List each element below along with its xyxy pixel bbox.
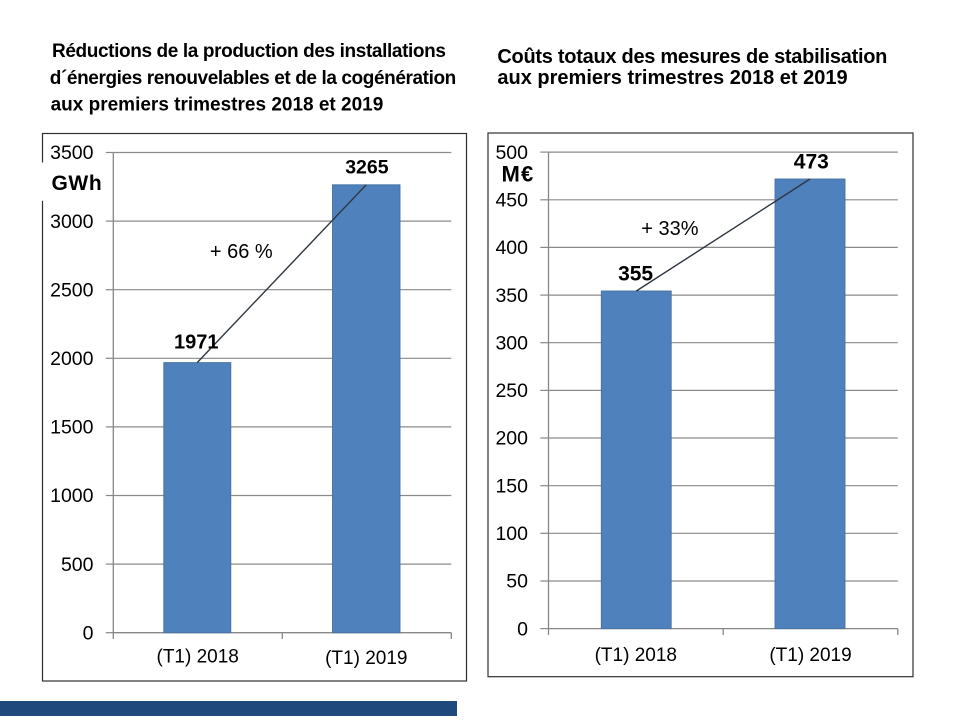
svg-text:1971: 1971 <box>174 332 219 354</box>
svg-text:(T1) 2019: (T1) 2019 <box>769 645 851 666</box>
svg-text:Réductions de la production de: Réductions de la production des installa… <box>52 41 446 62</box>
svg-text:3265: 3265 <box>345 157 389 179</box>
svg-text:0: 0 <box>83 622 94 644</box>
svg-text:+ 33%: + 33% <box>641 218 698 240</box>
svg-text:aux premiers trimestres 2018 e: aux premiers trimestres 2018 et 2019 <box>51 94 384 115</box>
svg-text:1500: 1500 <box>50 417 94 439</box>
svg-text:2000: 2000 <box>50 348 94 370</box>
svg-text:150: 150 <box>495 475 528 497</box>
svg-text:500: 500 <box>61 554 94 576</box>
svg-text:M€: M€ <box>502 162 535 187</box>
svg-text:(T1) 2019: (T1) 2019 <box>325 648 407 669</box>
svg-text:2500: 2500 <box>50 279 94 301</box>
svg-text:50: 50 <box>506 571 528 593</box>
svg-text:200: 200 <box>495 428 528 450</box>
svg-text:3000: 3000 <box>50 211 94 233</box>
svg-text:aux premiers trimestres 2018 e: aux premiers trimestres 2018 et 2019 <box>497 67 847 89</box>
svg-text:(T1) 2018: (T1) 2018 <box>157 647 239 668</box>
svg-text:3500: 3500 <box>50 142 94 164</box>
svg-text:+ 66 %: + 66 % <box>210 241 273 263</box>
svg-text:0: 0 <box>517 618 528 640</box>
svg-text:(T1) 2018: (T1) 2018 <box>595 645 677 666</box>
svg-text:450: 450 <box>495 190 528 212</box>
svg-text:300: 300 <box>495 332 528 354</box>
svg-text:350: 350 <box>495 285 528 307</box>
svg-text:400: 400 <box>495 237 528 259</box>
svg-text:Coûts totaux des mesures de st: Coûts totaux des mesures de stabilisatio… <box>497 46 887 68</box>
svg-text:1000: 1000 <box>50 485 94 507</box>
svg-text:473: 473 <box>794 150 829 173</box>
svg-text:d´énergies renouvelables et de: d´énergies renouvelables et de la cogéné… <box>50 68 456 89</box>
svg-text:500: 500 <box>495 142 528 164</box>
svg-text:355: 355 <box>618 262 653 285</box>
svg-text:250: 250 <box>495 380 528 402</box>
svg-text:100: 100 <box>495 523 528 545</box>
svg-text:GWh: GWh <box>52 172 103 195</box>
